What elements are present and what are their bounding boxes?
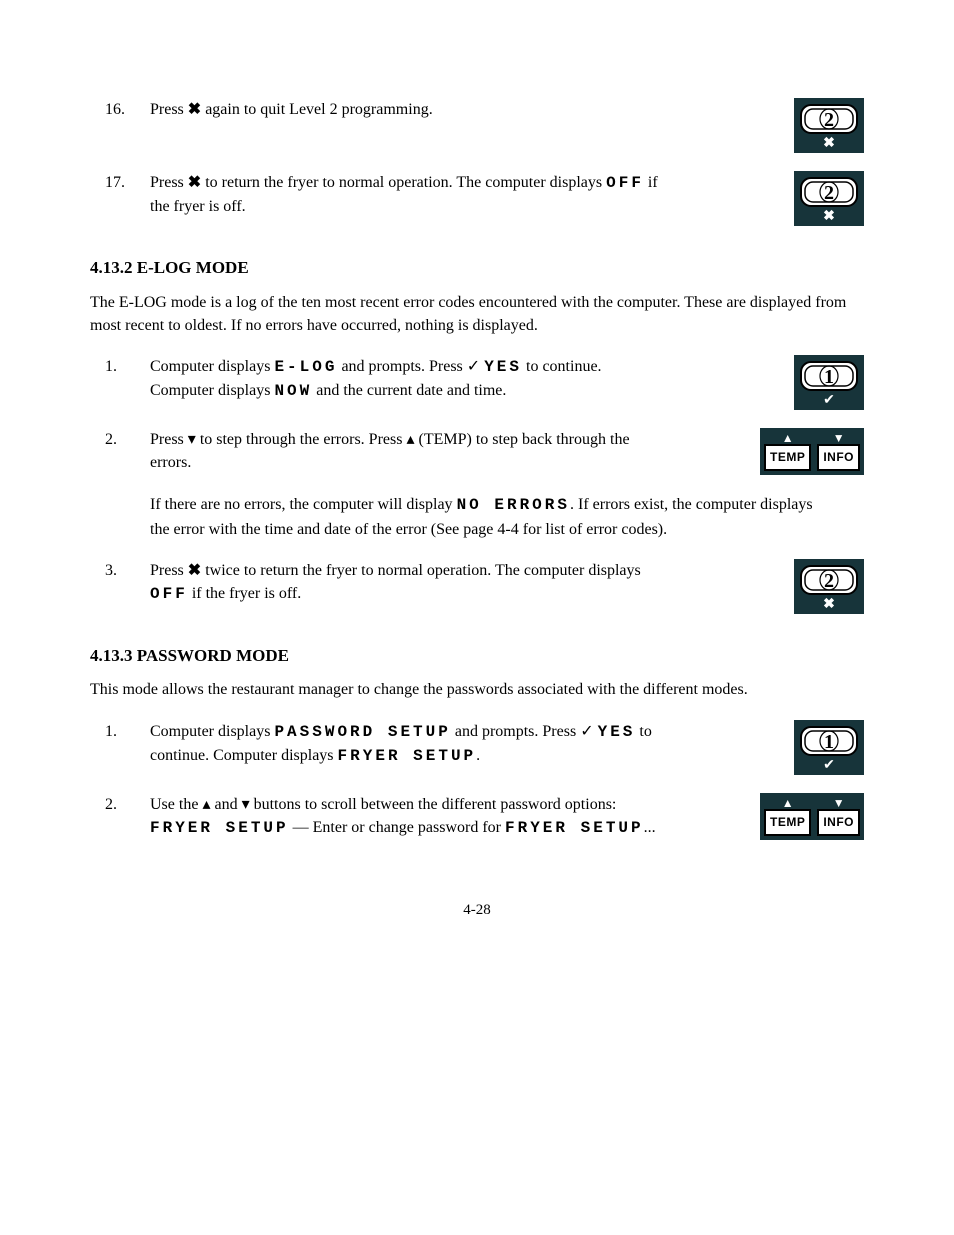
section-title-password: 4.13.3 PASSWORD MODE [90,644,864,669]
button-2-icon: 2 ✖ [794,559,864,614]
step-number: 1. [90,720,150,743]
x-symbol: ✖ [188,101,201,118]
step-number: 2. [90,428,150,451]
button-icon-cell: 2 ✖ [774,171,864,226]
step-body: Press ✖ to return the fryer to normal op… [150,171,774,218]
button-icon-cell: ▲TEMP ▼INFO [774,428,864,475]
info-label: INFO [817,444,860,471]
step-body: Computer displays PASSWORD SETUP and pro… [150,720,774,768]
step-body: Use the ▴ and ▾ buttons to scroll betwee… [150,793,774,840]
x-sub-icon: ✖ [800,208,858,222]
step-number: 3. [90,559,150,582]
down-triangle-icon: ▾ [188,431,196,448]
step-number: 16. [90,98,150,121]
check-symbol: ✓ [580,723,593,740]
step-c2: 2. Use the ▴ and ▾ buttons to scroll bet… [90,793,864,840]
check-sub-icon: ✔ [800,757,858,771]
button-icon-cell: 1 ✔ [774,720,864,775]
button-2-icon: 2 ✖ [794,171,864,226]
section-title-elog: 4.13.2 E-LOG MODE [90,256,864,281]
step-b1: 1. Computer displays E-LOG and prompts. … [90,355,864,410]
x-symbol: ✖ [188,174,201,191]
button-1-icon: 1 ✔ [794,720,864,775]
info-label: INFO [817,809,860,836]
temp-info-icon: ▲TEMP ▼INFO [760,428,864,475]
step-number: 1. [90,355,150,378]
up-triangle-icon: ▲ [782,432,794,444]
section-intro: This mode allows the restaurant manager … [90,678,864,701]
temp-label: TEMP [764,444,811,471]
check-sub-icon: ✔ [800,392,858,406]
x-sub-icon: ✖ [800,135,858,149]
step-17: 17. Press ✖ to return the fryer to norma… [90,171,864,226]
section-intro: The E-LOG mode is a log of the ten most … [90,291,864,337]
x-sub-icon: ✖ [800,596,858,610]
button-icon-cell: 2 ✖ [774,559,864,614]
down-triangle-icon: ▼ [833,432,845,444]
step-body: Press ▾ to step through the errors. Pres… [150,428,774,474]
step-b3: 3. Press ✖ twice to return the fryer to … [90,559,864,614]
button-icon-cell: 2 ✖ [774,98,864,153]
step-b2: 2. Press ▾ to step through the errors. P… [90,428,864,475]
temp-info-icon: ▲TEMP ▼INFO [760,793,864,840]
step-body: Press ✖ twice to return the fryer to nor… [150,559,774,606]
step-number: 2. [90,793,150,816]
down-triangle-icon: ▼ [833,797,845,809]
button-icon-cell: ▲TEMP ▼INFO [774,793,864,840]
step-body: Press ✖ again to quit Level 2 programmin… [150,98,774,121]
step-16: 16. Press ✖ again to quit Level 2 progra… [90,98,864,153]
step-body: Computer displays E-LOG and prompts. Pre… [150,355,774,403]
up-triangle-icon: ▲ [782,797,794,809]
down-triangle-icon: ▾ [242,796,250,813]
x-symbol: ✖ [188,562,201,579]
step-c1: 1. Computer displays PASSWORD SETUP and … [90,720,864,775]
button-2-icon: 2 ✖ [794,98,864,153]
no-errors-paragraph: If there are no errors, the computer wil… [150,493,864,540]
button-icon-cell: 1 ✔ [774,355,864,410]
page-number: 4-28 [90,900,864,922]
temp-label: TEMP [764,809,811,836]
check-symbol: ✓ [467,358,480,375]
step-number: 17. [90,171,150,194]
button-1-icon: 1 ✔ [794,355,864,410]
